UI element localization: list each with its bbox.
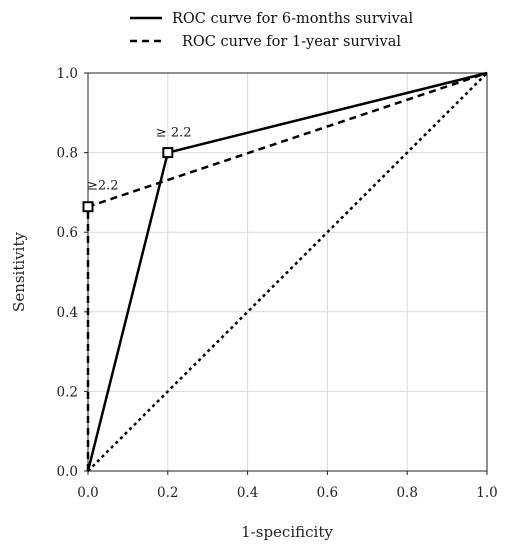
legend-label-6-months: ROC curve for 6-months survival <box>172 11 413 27</box>
legend-label-1-year: ROC curve for 1-year survival <box>182 34 401 50</box>
axis-ticks: 0.0 0.2 0.4 0.6 0.8 1.0 0.0 0.2 0.4 0.6 0.8 1.0 <box>57 66 498 501</box>
legend: ROC curve for 6-months survival ROC curv… <box>130 11 413 50</box>
threshold-marker <box>82 201 94 213</box>
x-tick-label: 0.2 <box>157 485 178 501</box>
threshold-markers: ≥ 2.2 ≥2.2 <box>82 126 192 213</box>
y-tick-label: 0.8 <box>57 146 78 162</box>
y-tick-label: 0.6 <box>57 225 78 241</box>
y-tick-label: 0.0 <box>57 464 78 480</box>
y-tick-label: 1.0 <box>57 66 78 82</box>
threshold-label: ≥2.2 <box>87 179 119 194</box>
x-tick-label: 1.0 <box>476 485 497 501</box>
threshold-label: ≥ 2.2 <box>156 126 192 141</box>
chance-diagonal-line <box>87 72 488 472</box>
x-tick-label: 0.4 <box>237 485 258 501</box>
y-tick-label: 0.4 <box>57 305 78 321</box>
y-axis-title: Sensitivity <box>10 232 28 312</box>
x-tick-label: 0.0 <box>77 485 98 501</box>
y-tick-label: 0.2 <box>57 384 78 400</box>
x-tick-label: 0.8 <box>396 485 417 501</box>
x-tick-label: 0.6 <box>317 485 338 501</box>
series-lines <box>86 71 488 472</box>
x-axis-title: 1-specificity <box>241 523 333 541</box>
threshold-marker <box>162 147 174 159</box>
grid <box>88 73 487 471</box>
